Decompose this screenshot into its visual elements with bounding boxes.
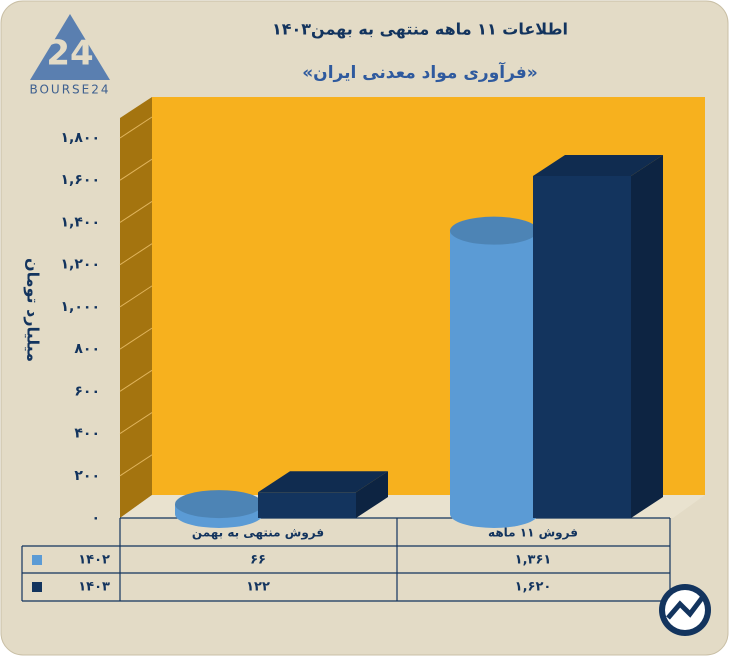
grid-line: [119, 116, 153, 139]
bar-top: [258, 471, 388, 493]
bar-top: [175, 490, 263, 519]
y-tick-label: ۸۰۰: [74, 341, 100, 357]
y-axis-label: میلیارد تومان: [24, 258, 43, 362]
value-label: ۱,۶۲۰: [515, 580, 552, 595]
logo-text: BOURSE24: [29, 83, 110, 97]
grid-line: [119, 369, 153, 392]
value-label: ۱,۳۶۱: [515, 553, 552, 568]
y-tick-label: ۱,۴۰۰: [61, 214, 101, 230]
legend-label: ۱۴۰۲: [78, 553, 110, 568]
side-wall: [120, 97, 152, 518]
y-tick-label: ۱,۶۰۰: [61, 172, 101, 188]
legend-label: ۱۴۰۳: [78, 580, 110, 595]
chart-title: اطلاعات ۱۱ ماهه منتهی به بهمن۱۴۰۳: [272, 20, 568, 39]
bar-top: [533, 155, 663, 176]
value-label: ۱۲۲: [246, 580, 270, 595]
grid-line: [119, 243, 153, 266]
logo: 24: [30, 14, 110, 80]
y-tick-label: ۱,۰۰۰: [61, 299, 101, 315]
x-tick-label: فروش منتهی به بهمن: [192, 526, 324, 541]
grid-line: [119, 158, 153, 181]
bar-top: [450, 216, 538, 245]
chart-subtitle: «فرآوری مواد معدنی ایران»: [302, 61, 538, 83]
legend-swatch: [32, 582, 42, 592]
bar-side: [631, 155, 663, 518]
bar: [450, 230, 538, 528]
y-tick-label: ۰: [91, 510, 100, 526]
value-label: ۶۶: [250, 553, 266, 568]
corner-icon: [659, 584, 711, 636]
y-tick-label: ۱,۸۰۰: [61, 130, 101, 146]
bar-side: [356, 471, 388, 518]
x-tick-label: فروش ۱۱ ماهه: [488, 526, 578, 541]
legend-swatch: [32, 555, 42, 565]
bar: [258, 492, 356, 518]
y-tick-label: ۲۰۰: [74, 468, 100, 484]
y-tick-label: ۶۰۰: [74, 383, 100, 399]
grid-line: [119, 201, 153, 223]
y-tick-label: ۱,۲۰۰: [61, 257, 101, 273]
grid-line: [119, 327, 153, 350]
grid-line: [119, 285, 153, 308]
grid-line: [119, 412, 153, 434]
grid-line: [119, 454, 153, 477]
svg-text:24: 24: [46, 34, 93, 74]
y-tick-label: ۴۰۰: [74, 426, 100, 442]
bar: [533, 176, 631, 518]
